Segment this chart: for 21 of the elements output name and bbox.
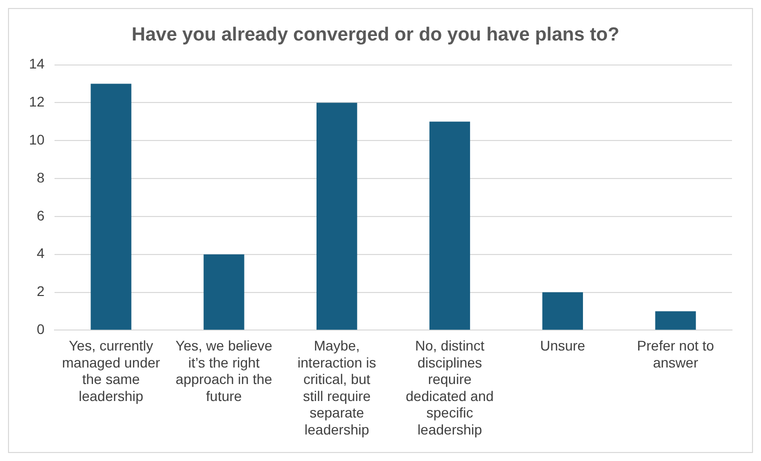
x-tick-label: Yes, currently managed under the same leadership — [62, 337, 160, 404]
y-tick-label: 12 — [28, 94, 45, 110]
x-tick-label: Yes, we believe it’s the right approach in the future — [176, 337, 273, 404]
bar — [204, 254, 244, 330]
x-tick-label: No, distinct disciplines require dedicated and specific leadership — [406, 337, 494, 438]
y-tick-label: 14 — [28, 56, 45, 72]
x-tick-label: Unsure — [540, 337, 586, 354]
bar — [542, 292, 583, 330]
x-tick-label: Maybe, interaction is critical, but still require separate leadership — [298, 337, 376, 438]
x-tick-label: Prefer not to answer — [637, 337, 714, 370]
y-tick-label: 4 — [36, 245, 45, 262]
y-tick-label: 6 — [36, 207, 45, 224]
y-tick-label: 2 — [36, 283, 45, 300]
y-tick-label: 0 — [36, 321, 45, 338]
y-tick-label: 10 — [28, 131, 45, 148]
bar — [316, 102, 358, 330]
chart-title: Have you already converged or do you have plans to? — [132, 24, 620, 46]
bar — [90, 84, 132, 330]
y-tick-label: 8 — [36, 169, 45, 186]
bar — [429, 122, 470, 330]
bar — [655, 311, 696, 330]
